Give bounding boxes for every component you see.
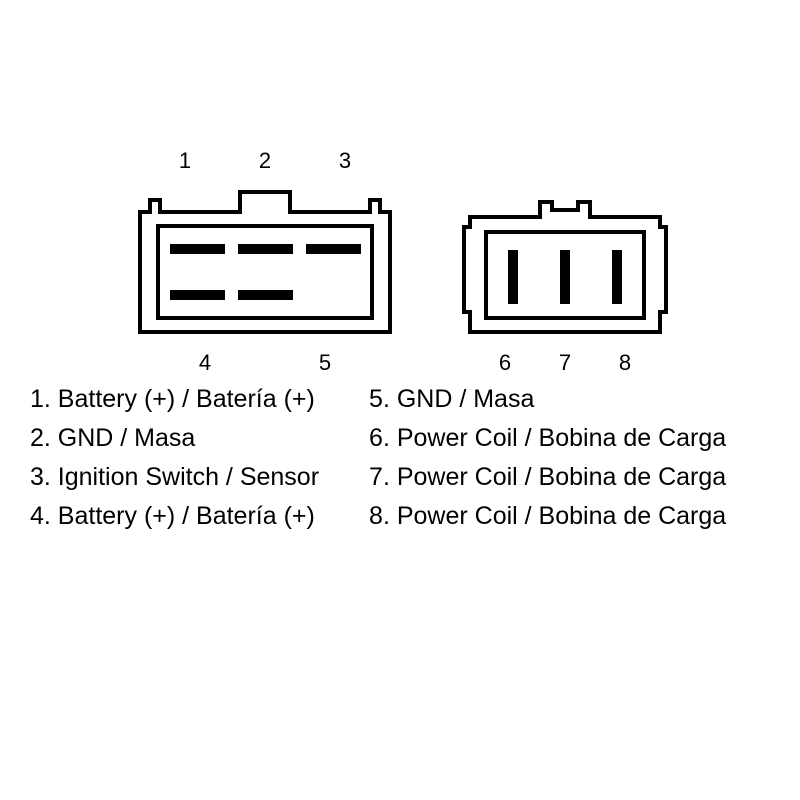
pin-label-2: 2	[225, 148, 305, 174]
connector-2-group: 6 7 8	[460, 182, 670, 384]
pin-label-3: 3	[305, 148, 385, 174]
connector-1-top-labels: 1 2 3	[145, 148, 385, 174]
connector-1-group: 1 2 3 4 5	[130, 140, 400, 384]
legend-item-3: 3. Ignition Switch / Sensor	[30, 463, 319, 492]
legend-item-7: 7. Power Coil / Bobina de Carga	[369, 463, 726, 492]
legend-item-5: 5. GND / Masa	[369, 385, 726, 414]
legend-item-8: 8. Power Coil / Bobina de Carga	[369, 502, 726, 531]
legend-item-2: 2. GND / Masa	[30, 424, 319, 453]
connector-1-svg	[130, 182, 400, 342]
legend-item-1: 1. Battery (+) / Batería (+)	[30, 385, 319, 414]
legend: 1. Battery (+) / Batería (+) 2. GND / Ma…	[30, 385, 726, 531]
connector-2-bottom-labels: 6 7 8	[475, 350, 655, 376]
diagram-area: 1 2 3 4 5	[0, 140, 800, 384]
legend-item-6: 6. Power Coil / Bobina de Carga	[369, 424, 726, 453]
legend-col-2: 5. GND / Masa 6. Power Coil / Bobina de …	[369, 385, 726, 531]
pin-label-7: 7	[535, 350, 595, 376]
pin-label-5: 5	[265, 350, 385, 376]
pin-label-8: 8	[595, 350, 655, 376]
pin-label-6: 6	[475, 350, 535, 376]
connector-1-bottom-labels: 4 5	[145, 350, 385, 376]
connector-2-svg	[460, 182, 670, 342]
legend-col-1: 1. Battery (+) / Batería (+) 2. GND / Ma…	[30, 385, 319, 531]
legend-item-4: 4. Battery (+) / Batería (+)	[30, 502, 319, 531]
pin-label-4: 4	[145, 350, 265, 376]
connectors-row: 1 2 3 4 5	[0, 140, 800, 384]
pin-label-1: 1	[145, 148, 225, 174]
